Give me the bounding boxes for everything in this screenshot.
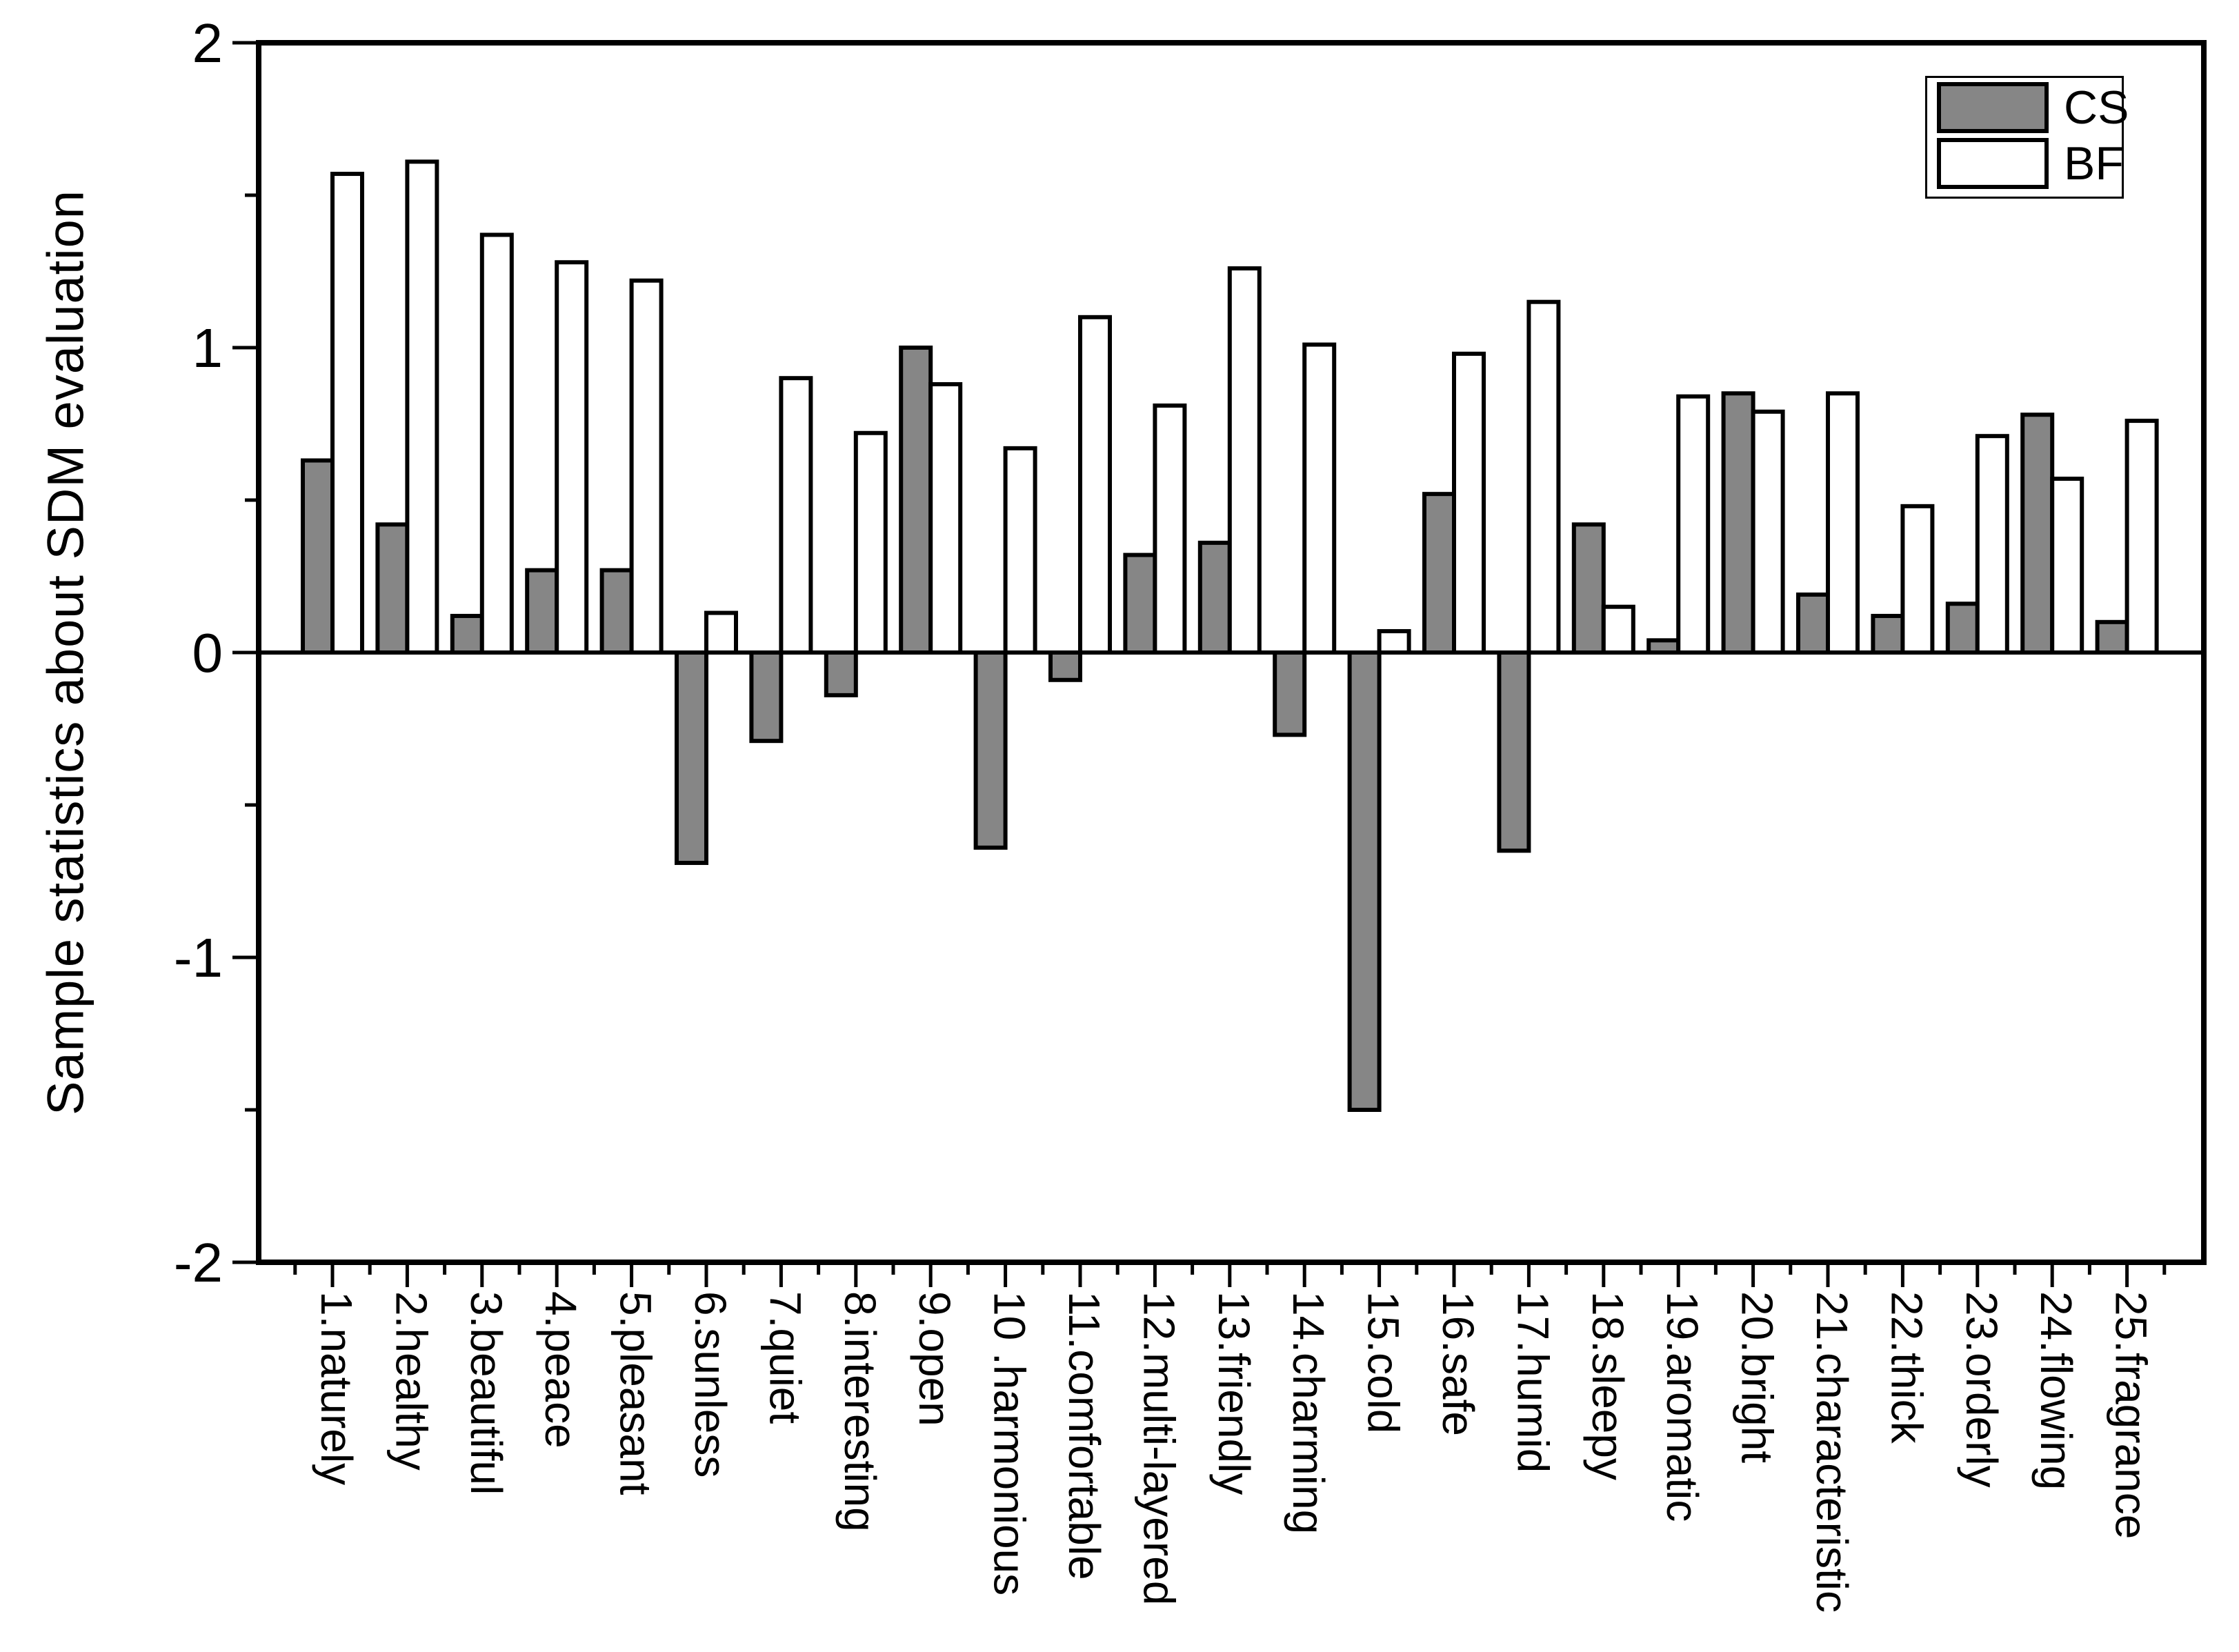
bar-cs-11 — [1048, 650, 1082, 682]
x-category-label: 8.interesting — [835, 1291, 885, 1532]
bar-bf-10 — [1003, 446, 1037, 655]
x-category-label: 14.charming — [1284, 1291, 1333, 1534]
bar-cs-15 — [1347, 650, 1382, 1112]
x-category-label: 12.multi-layered — [1134, 1291, 1184, 1605]
bar-cs-16 — [1422, 492, 1456, 655]
bar-cs-18 — [1571, 522, 1606, 655]
y-tick-label: 1 — [192, 317, 223, 379]
x-category-label: 1.naturely — [312, 1291, 361, 1485]
x-category-label: 17.humid — [1508, 1291, 1558, 1473]
bar-bf-6 — [704, 610, 738, 655]
x-category-label: 21.characteristic — [1807, 1291, 1857, 1613]
bar-cs-10 — [973, 650, 1008, 850]
bar-cs-21 — [1796, 593, 1830, 655]
bar-bf-8 — [853, 430, 888, 655]
bar-cs-22 — [1871, 613, 1905, 655]
bar-cs-24 — [2020, 412, 2055, 655]
bar-cs-5 — [599, 568, 634, 655]
bar-bf-1 — [330, 172, 364, 655]
bar-cs-12 — [1123, 553, 1157, 655]
legend: CS BF — [1925, 76, 2129, 199]
x-category-label: 20.bright — [1733, 1291, 1782, 1463]
legend-item-cs: CS — [1937, 81, 2129, 134]
x-category-label: 24.flowing — [2031, 1291, 2081, 1490]
x-category-label: 6.sunless — [686, 1291, 735, 1477]
y-tick-label: -2 — [174, 1232, 223, 1293]
bar-bf-13 — [1227, 266, 1262, 655]
x-category-label: 3.beautiful — [461, 1291, 511, 1495]
y-axis-title: Sample statistics about SDM evaluation — [37, 190, 94, 1115]
bar-cs-25 — [2095, 619, 2129, 655]
x-category-label: 22.thick — [1882, 1291, 1931, 1444]
bar-cs-9 — [899, 346, 933, 655]
legend-label-cs: CS — [2064, 81, 2129, 134]
bar-bf-20 — [1751, 409, 1785, 655]
bar-cs-3 — [450, 613, 484, 655]
bar-bf-5 — [629, 278, 664, 655]
x-category-label: 16.safe — [1433, 1291, 1483, 1436]
x-category-label: 5.pleasant — [611, 1291, 661, 1495]
x-category-label: 4.peace — [536, 1291, 586, 1449]
bar-bf-25 — [2124, 419, 2159, 655]
legend-swatch-cs-icon — [1937, 82, 2049, 133]
bar-cs-2 — [375, 522, 410, 655]
legend-label-bf: BF — [2064, 137, 2124, 190]
x-category-label: 19.aromatic — [1658, 1291, 1707, 1522]
y-tick-label: -1 — [174, 927, 223, 988]
bar-cs-14 — [1273, 650, 1307, 737]
legend-item-bf: BF — [1937, 137, 2124, 190]
bar-bf-12 — [1153, 403, 1187, 655]
y-tick-label: 0 — [192, 622, 223, 684]
bar-bf-7 — [779, 376, 813, 655]
bar-bf-19 — [1676, 394, 1711, 655]
bar-bf-9 — [928, 382, 963, 655]
x-category-label: 7.quiet — [760, 1291, 810, 1424]
bar-bf-16 — [1452, 351, 1486, 655]
bar-bf-24 — [2050, 477, 2084, 655]
bar-cs-13 — [1197, 540, 1232, 655]
bar-cs-6 — [675, 650, 708, 865]
x-category-label: 2.healthy — [386, 1291, 436, 1471]
x-category-label: 15.cold — [1359, 1291, 1409, 1433]
x-category-label: 25.fragrance — [2107, 1291, 2156, 1539]
bar-bf-21 — [1826, 391, 1860, 655]
bar-bf-2 — [405, 159, 439, 655]
bar-bf-3 — [479, 232, 514, 655]
x-category-label: 9.open — [910, 1291, 959, 1426]
x-category-label: 18.sleepy — [1583, 1291, 1633, 1480]
x-category-label: 13.friendly — [1209, 1291, 1259, 1495]
bar-cs-20 — [1721, 391, 1755, 655]
bar-bf-11 — [1078, 315, 1112, 655]
x-category-label: 11.comfortable — [1059, 1291, 1109, 1580]
bar-cs-4 — [525, 568, 559, 655]
x-category-label: 23.orderly — [1957, 1291, 2007, 1488]
bar-bf-4 — [555, 260, 589, 655]
bar-cs-7 — [749, 650, 784, 744]
bar-bf-22 — [1900, 504, 1935, 655]
bar-cs-17 — [1497, 650, 1531, 853]
bar-bf-23 — [1975, 434, 2009, 655]
bar-bf-14 — [1302, 342, 1337, 655]
bar-cs-23 — [1945, 601, 1980, 655]
bar-cs-1 — [301, 458, 335, 655]
bar-bf-15 — [1377, 629, 1411, 655]
x-category-label: 10 .harmonious — [985, 1291, 1035, 1595]
bar-cs-8 — [824, 650, 858, 697]
legend-swatch-bf-icon — [1937, 138, 2049, 189]
bar-bf-18 — [1601, 604, 1635, 655]
bar-bf-17 — [1526, 299, 1561, 655]
y-tick-label: 2 — [192, 12, 223, 74]
